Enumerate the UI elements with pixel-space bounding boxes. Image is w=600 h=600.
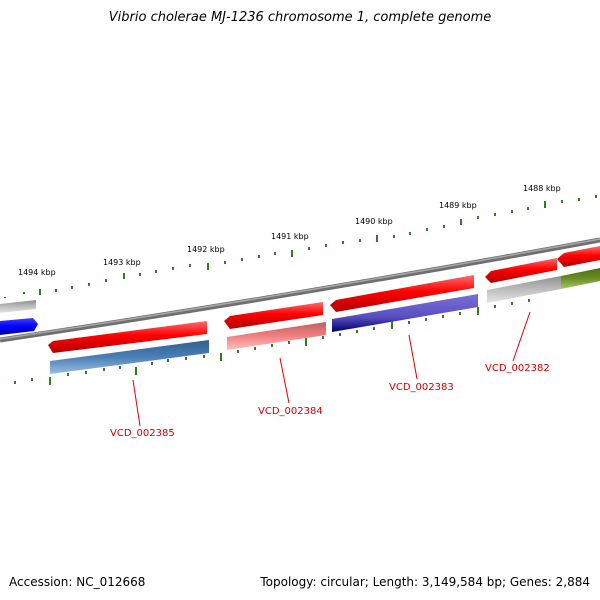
gene-grey-left-upper <box>0 300 36 313</box>
locus-label-vcd-002384[interactable]: VCD_002384 <box>258 406 323 417</box>
chromosome-backbone <box>0 237 600 343</box>
gene-vcd-002385-feature <box>50 340 209 374</box>
gene-vcd-002385-forward <box>48 321 207 353</box>
locus-label-vcd-002383[interactable]: VCD_002383 <box>389 382 454 393</box>
gene-red-right-partial <box>557 246 600 267</box>
gene-vcd-002383-feature <box>332 294 478 332</box>
accession-text: Accession: NC_012668 <box>9 575 146 589</box>
locus-label-vcd-002382[interactable]: VCD_002382 <box>485 363 550 374</box>
kbp-label-1493: 1493 kbp <box>103 258 141 267</box>
kbp-label-1492: 1492 kbp <box>187 245 225 254</box>
kbp-label-1488: 1488 kbp <box>523 184 561 193</box>
inner-scale-ticks <box>14 299 530 385</box>
kbp-label-1494: 1494 kbp <box>18 268 56 277</box>
gene-vcd-002382-forward <box>485 258 557 283</box>
kbp-label-1491: 1491 kbp <box>271 232 309 241</box>
gene-blue-left <box>0 318 38 335</box>
gene-vcd-002384-feature <box>227 322 326 350</box>
gene-olive-right-partial <box>561 268 600 289</box>
label-leader-lines <box>132 311 531 427</box>
locus-label-vcd-002385[interactable]: VCD_002385 <box>110 428 175 439</box>
map-title: Vibrio cholerae MJ-1236 chromosome 1, co… <box>108 10 492 25</box>
gene-vcd-002382-feature <box>487 276 561 303</box>
gene-vcd-002384-forward <box>224 302 323 329</box>
kbp-label-1489: 1489 kbp <box>439 201 477 210</box>
gene-vcd-002383-forward <box>330 275 474 312</box>
kbp-label-1490: 1490 kbp <box>355 217 393 226</box>
genome-summary-text: Topology: circular; Length: 3,149,584 bp… <box>260 575 590 589</box>
outer-scale-ticks <box>4 195 597 298</box>
